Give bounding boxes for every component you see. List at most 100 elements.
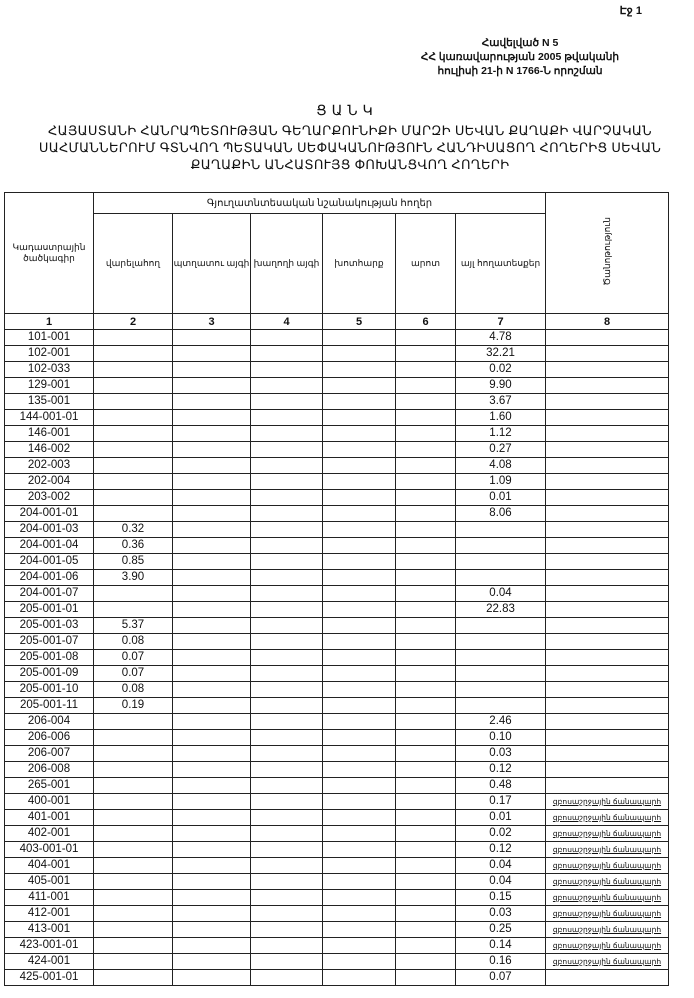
table-row: 202-003 4.08	[4, 457, 669, 474]
pasture-value	[395, 873, 456, 890]
table-row: 204-001-06 3.90	[4, 569, 669, 586]
note-cell: զբոսաշրջային ճանապարհջմ	[545, 825, 669, 842]
list-title: ՑԱՆԿ	[316, 102, 378, 118]
other-lands-value: 2.46	[455, 713, 546, 730]
pasture-value	[395, 377, 456, 394]
pasture-value	[395, 793, 456, 810]
note-cell	[545, 505, 669, 522]
note-text: զբոսաշրջային ճանապարհ	[552, 941, 662, 950]
table-row: 205-001-11 0.19	[4, 697, 669, 714]
other-lands-value: 0.14	[455, 937, 546, 954]
arable-value: 0.08	[93, 681, 173, 698]
hayfield-value	[322, 617, 396, 634]
arable-value	[93, 425, 173, 442]
arable-value	[93, 969, 173, 986]
pasture-value	[395, 745, 456, 762]
note-cell	[545, 761, 669, 778]
orchard-value	[172, 969, 251, 986]
pasture-value	[395, 489, 456, 506]
hayfield-value	[322, 873, 396, 890]
land-table: Կադաստրային ծածկագիր Գյուղատնտեսական նշա…	[4, 192, 669, 986]
pasture-value	[395, 681, 456, 698]
vineyard-value	[250, 713, 323, 730]
header-orchard: պտղատու այգի	[172, 213, 251, 314]
other-lands-value: 0.15	[455, 889, 546, 906]
hayfield-value	[322, 425, 396, 442]
arable-value	[93, 729, 173, 746]
table-row: 205-001-01 22.83	[4, 601, 669, 618]
orchard-value	[172, 697, 251, 714]
cadastral-code: 135-001	[4, 393, 94, 410]
vineyard-value	[250, 409, 323, 426]
hayfield-value	[322, 553, 396, 570]
arable-value: 0.85	[93, 553, 173, 570]
other-lands-value: 32.21	[455, 345, 546, 362]
other-lands-value: 1.12	[455, 425, 546, 442]
cadastral-code: 205-001-07	[4, 633, 94, 650]
hayfield-value	[322, 329, 396, 346]
pasture-value	[395, 473, 456, 490]
vineyard-value	[250, 697, 323, 714]
note-cell	[545, 585, 669, 602]
vineyard-value	[250, 665, 323, 682]
cadastral-code: 403-001-01	[4, 841, 94, 858]
table-row: 135-001 3.67	[4, 393, 669, 410]
cadastral-code: 202-004	[4, 473, 94, 490]
pasture-value	[395, 393, 456, 410]
header-cadastral-code: Կադաստրային ծածկագիր	[4, 192, 94, 314]
cadastral-code: 205-001-08	[4, 649, 94, 666]
column-number: 3	[172, 313, 251, 330]
arable-value	[93, 761, 173, 778]
note-text: զբոսաշրջային ճանապարհ	[552, 893, 662, 902]
arable-value	[93, 441, 173, 458]
arable-value	[93, 345, 173, 362]
hayfield-value	[322, 489, 396, 506]
pasture-value	[395, 345, 456, 362]
pasture-value	[395, 585, 456, 602]
orchard-value	[172, 825, 251, 842]
hayfield-value	[322, 841, 396, 858]
arable-value: 0.32	[93, 521, 173, 538]
note-cell	[545, 537, 669, 554]
vineyard-value	[250, 473, 323, 490]
pasture-value	[395, 969, 456, 986]
orchard-value	[172, 345, 251, 362]
header-hayfield: խոտհարք	[322, 213, 396, 314]
other-lands-value: 4.08	[455, 457, 546, 474]
orchard-value	[172, 393, 251, 410]
cadastral-code: 205-001-11	[4, 697, 94, 714]
arable-value	[93, 393, 173, 410]
arable-value: 0.07	[93, 649, 173, 666]
other-lands-value: 0.04	[455, 873, 546, 890]
orchard-value	[172, 377, 251, 394]
orchard-value	[172, 441, 251, 458]
other-lands-value: 0.04	[455, 857, 546, 874]
note-text: զբոսաշրջային ճանապարհ	[552, 829, 662, 838]
other-lands-value: 0.17	[455, 793, 546, 810]
orchard-value	[172, 857, 251, 874]
pasture-value	[395, 425, 456, 442]
cadastral-code: 412-001	[4, 905, 94, 922]
hayfield-value	[322, 761, 396, 778]
pasture-value	[395, 825, 456, 842]
orchard-value	[172, 473, 251, 490]
orchard-value	[172, 921, 251, 938]
vineyard-value	[250, 969, 323, 986]
hayfield-value	[322, 441, 396, 458]
cadastral-code: 146-002	[4, 441, 94, 458]
note-cell	[545, 521, 669, 538]
other-lands-value: 22.83	[455, 601, 546, 618]
hayfield-value	[322, 921, 396, 938]
note-cell	[545, 681, 669, 698]
other-lands-value: 3.67	[455, 393, 546, 410]
cadastral-code: 146-001	[4, 425, 94, 442]
pasture-value	[395, 665, 456, 682]
arable-value: 0.07	[93, 665, 173, 682]
note-cell	[545, 697, 669, 714]
other-lands-value	[455, 681, 546, 698]
cadastral-code: 206-007	[4, 745, 94, 762]
table-row: 146-001 1.12	[4, 425, 669, 442]
header-pasture: արոտ	[395, 213, 456, 314]
